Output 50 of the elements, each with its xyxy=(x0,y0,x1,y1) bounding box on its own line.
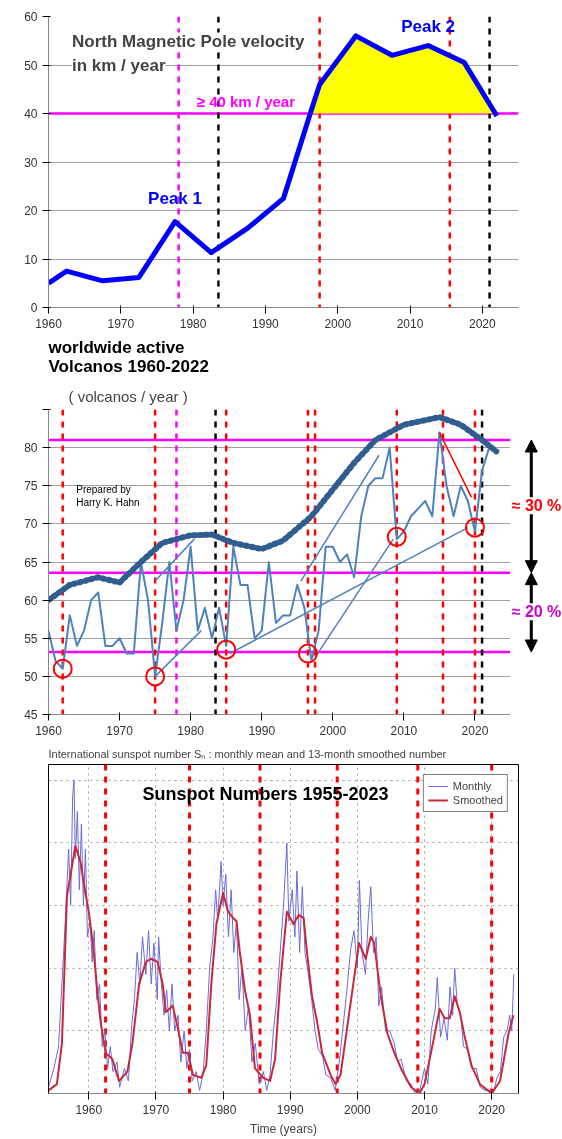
x-tick-label: 1980 xyxy=(177,723,205,738)
x-axis-title: Time (years) xyxy=(250,1121,317,1136)
annotation: Peak 2 xyxy=(401,16,456,36)
x-tick-label: 1980 xyxy=(179,316,207,331)
y-tick-label: 80 xyxy=(24,441,38,456)
y-tick-label: 20 xyxy=(24,204,38,218)
x-tick-label: 1990 xyxy=(248,723,276,738)
chart-subtitle: ( volcanos / year ) xyxy=(68,387,188,405)
x-tick-label: 2010 xyxy=(396,316,424,331)
annotation: Peak 1 xyxy=(148,188,202,208)
chart-title: International sunspot number Sₙ : monthly mean and 13-month smoothed number xyxy=(48,747,447,760)
y-tick-label: 55 xyxy=(24,631,38,646)
x-tick-label: 2000 xyxy=(324,316,352,331)
y-tick-label: 70 xyxy=(24,517,38,532)
x-tick-label: 2010 xyxy=(390,723,418,738)
y-tick-label: 30 xyxy=(24,155,38,170)
annotation: Sunspot Numbers 1955-2023 xyxy=(142,783,389,804)
x-tick-label: 1970 xyxy=(106,723,134,738)
y-tick-label: 50 xyxy=(24,58,38,73)
y-tick-label: 60 xyxy=(24,10,38,24)
annotation: Prepared by Harry K. Hahn xyxy=(76,483,140,508)
x-tick-label: 1960 xyxy=(75,1102,103,1117)
y-tick-label: 60 xyxy=(24,593,38,608)
x-tick-label: 1980 xyxy=(209,1102,237,1117)
x-tick-label: 1960 xyxy=(35,723,63,738)
y-tick-label: 65 xyxy=(24,555,38,570)
x-tick-label: 1990 xyxy=(252,316,280,331)
x-tick-label: 2010 xyxy=(411,1102,439,1117)
x-tick-label: 2000 xyxy=(344,1102,372,1117)
y-tick-label: 75 xyxy=(24,479,38,494)
chart-title: worldwide active Volcanos 1960-2022 xyxy=(47,337,209,376)
y-tick-label: 50 xyxy=(24,669,38,684)
ref-line-label: ≥ 40 km / year xyxy=(196,92,296,110)
y-tick-label: 0 xyxy=(30,301,38,315)
x-tick-label: 2020 xyxy=(469,316,497,331)
text: North Magnetic Pole velocity in km / year xyxy=(72,32,305,76)
y-tick-label: 40 xyxy=(24,107,38,121)
x-tick-label: 1960 xyxy=(35,316,63,331)
y-tick-label: 10 xyxy=(24,252,38,267)
x-tick-label: 2020 xyxy=(478,1102,506,1117)
x-tick-label: 2020 xyxy=(461,723,489,738)
legend-label: Monthly xyxy=(452,779,492,793)
text: ≈ 20 % xyxy=(511,603,562,621)
text: ≈ 30 % xyxy=(511,497,562,515)
y-tick-label: 45 xyxy=(24,708,38,722)
x-tick-label: 1990 xyxy=(276,1102,304,1117)
x-tick-label: 1970 xyxy=(107,316,135,331)
x-tick-label: 2000 xyxy=(319,723,347,738)
legend-label: Smoothed xyxy=(452,793,503,807)
x-tick-label: 1970 xyxy=(142,1102,170,1117)
